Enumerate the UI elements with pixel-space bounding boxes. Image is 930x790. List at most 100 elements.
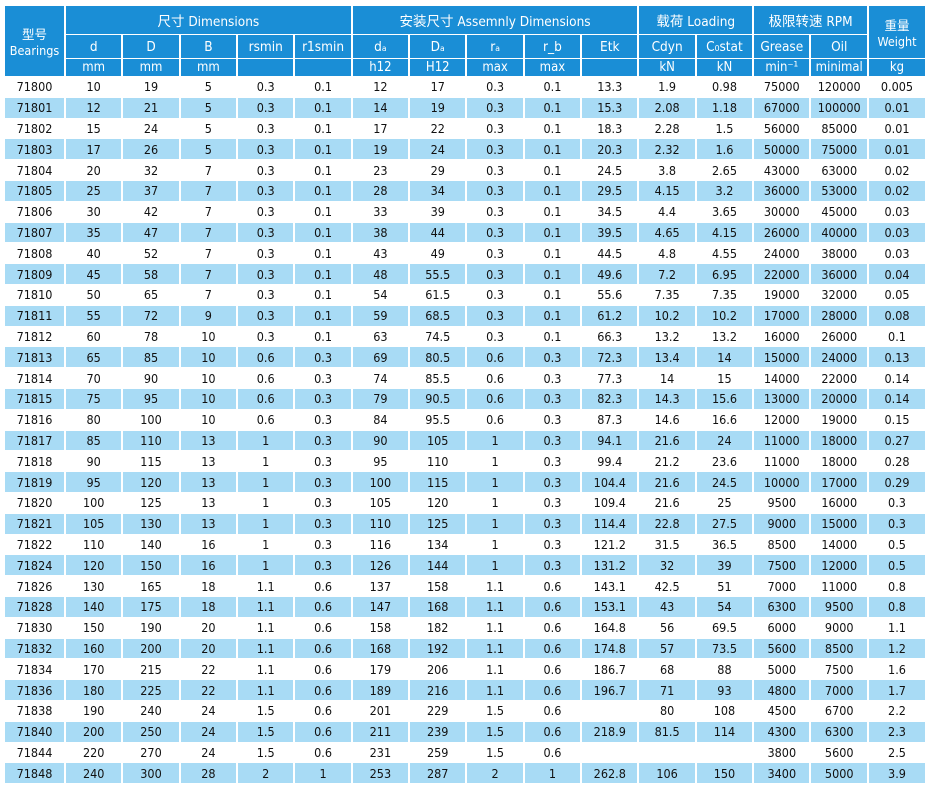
table-cell: 10000	[754, 472, 810, 492]
table-cell: 53000	[811, 180, 867, 201]
unit-header: mm	[66, 59, 122, 76]
table-cell: 21.6	[639, 430, 695, 451]
table-cell: 0.3	[486, 79, 505, 95]
table-cell: 0.1	[314, 120, 332, 136]
table-cell: 32	[143, 162, 159, 178]
table-cell: 24	[143, 120, 159, 136]
table-cell: 45	[66, 264, 122, 284]
table-cell: 85000	[821, 120, 858, 136]
header-weight-en: Weight	[877, 34, 917, 49]
table-cell: 3400	[754, 763, 810, 784]
table-cell: 0.1	[543, 79, 562, 95]
table-cell	[697, 743, 752, 763]
table-cell: 174.8	[582, 638, 638, 659]
table-cell: 51	[717, 578, 732, 594]
table-cell: 0.3	[543, 412, 562, 428]
table-cell: 0.29	[869, 472, 925, 492]
table-cell: 68.5	[410, 305, 466, 326]
table-cell: 59	[352, 305, 409, 326]
table-cell: 23.6	[711, 453, 737, 469]
table-cell: 95	[123, 388, 179, 409]
table-cell: 20	[86, 162, 101, 178]
table-cell: 1.1	[467, 596, 523, 617]
table-cell: 7	[180, 264, 237, 284]
header-dimensions: 尺寸 Dimensions	[66, 6, 351, 34]
table-cell: 0.3	[295, 347, 351, 368]
table-cell: 4.65	[639, 222, 695, 243]
table-cell: 0.3	[543, 495, 562, 511]
table-row: 71817 85 110 13 1 0.3 90 105 1 0.3 94.1 21.6 24 11000…	[5, 430, 925, 451]
table-cell: 0.1	[314, 162, 332, 178]
table-cell: 29.5	[582, 180, 638, 201]
table-cell: 17	[66, 139, 122, 160]
table-cell: 0.3	[238, 305, 294, 326]
table-row: 71840 200 250 24 1.5 0.6 211 239 1.5 0.6 218.9 81.5…	[5, 721, 925, 742]
table-cell: 7	[204, 204, 212, 220]
table-cell: 0.6	[314, 703, 332, 719]
table-row: 71848 240 300 28 2 1 253 287 2 1 262.8 106 150 3400 50…	[5, 763, 925, 784]
table-row: 71808 40 52 7 0.3 0.1 43 49 0.3 0.1 44.5 4.8 4.55 240…	[5, 243, 925, 263]
table-cell: 190	[140, 620, 162, 636]
table-cell: 0.1	[314, 79, 332, 95]
table-cell: 61.5	[425, 287, 451, 303]
table-cell: 25	[66, 180, 122, 201]
table-cell: 39	[696, 555, 753, 576]
table-cell: 1	[238, 430, 294, 451]
table-cell: 36000	[754, 180, 810, 201]
table-cell: 50	[86, 287, 101, 303]
table-cell: 24	[410, 139, 466, 160]
table-cell: 23	[373, 162, 388, 178]
table-cell: 1	[238, 513, 294, 534]
table-cell: 4300	[754, 721, 810, 742]
table-cell: 182	[427, 620, 449, 636]
table-cell: 79	[352, 388, 409, 409]
table-cell: 1.1	[467, 638, 523, 659]
table-cell: 74.5	[425, 328, 451, 344]
table-cell: 90	[86, 453, 101, 469]
table-cell: 1.2	[869, 638, 925, 659]
table-cell: 0.8	[869, 596, 925, 617]
table-cell: 0.1	[524, 222, 581, 243]
table-cell: 1	[491, 453, 499, 469]
table-cell: 26000	[754, 222, 810, 243]
table-cell: 105	[369, 495, 392, 511]
table-cell: 10	[201, 412, 216, 428]
bearing-model-cell: 71815	[5, 388, 64, 409]
table-cell: 137	[369, 578, 392, 594]
bearing-model-cell: 71813	[5, 347, 64, 368]
table-cell: 0.5	[869, 555, 925, 576]
table-cell: 24	[696, 430, 753, 451]
table-cell: 17	[373, 120, 388, 136]
table-cell: 0.5	[888, 536, 906, 552]
table-cell: 24	[201, 703, 216, 719]
table-row: 71802 15 24 5 0.3 0.1 17 22 0.3 0.1 18.3 2.28 1.5 560…	[5, 119, 925, 139]
table-cell: 1.1	[486, 661, 505, 677]
table-cell: 125	[410, 513, 466, 534]
table-cell: 0.6	[524, 721, 581, 742]
table-cell: 120	[66, 555, 122, 576]
table-cell: 125	[140, 495, 162, 511]
table-cell: 9000	[824, 620, 854, 636]
header-model: 型号 Bearings	[5, 6, 64, 76]
table-cell: 22	[430, 120, 445, 136]
table-cell: 22	[201, 661, 216, 677]
table-cell: 0.6	[314, 744, 332, 760]
table-cell: 28000	[811, 305, 867, 326]
table-cell: 216	[410, 680, 466, 700]
table-cell: 1	[491, 536, 499, 552]
table-cell: 11000	[763, 453, 800, 469]
table-cell: 24.5	[597, 162, 623, 178]
table-cell: 5	[204, 79, 212, 95]
table-cell: 2	[467, 763, 523, 784]
table-cell: 22000	[754, 264, 810, 284]
table-cell: 20.3	[582, 139, 638, 160]
header-assembly-dimensions: 安装尺寸 Assemnly Dimensions	[352, 6, 638, 34]
table-cell: 0.1	[524, 264, 581, 284]
table-cell: 0.1	[888, 328, 906, 344]
table-cell: 1.1	[467, 680, 523, 700]
table-cell: 100	[140, 412, 162, 428]
table-cell: 0.28	[884, 453, 910, 469]
bearing-model-cell: 71814	[16, 370, 53, 386]
table-cell: 11000	[821, 578, 858, 594]
table-cell: 42	[143, 204, 159, 220]
